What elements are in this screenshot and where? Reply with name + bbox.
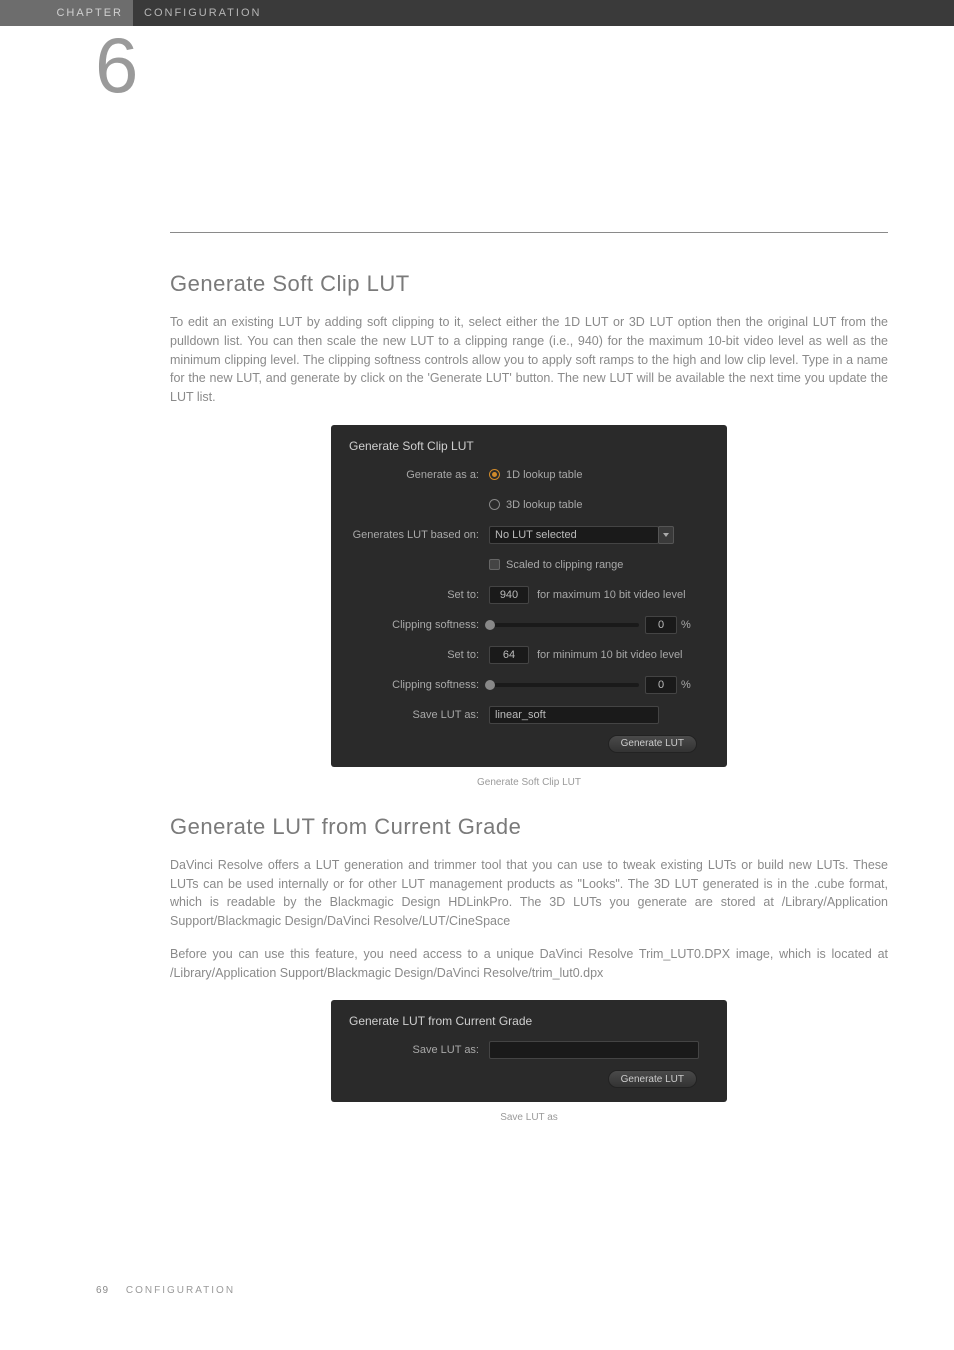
row-generate-as: Generate as a: 1D lookup table [349,465,709,485]
based-on-dropdown[interactable]: No LUT selected [489,526,659,544]
label-setto-min: Set to: [349,649,489,661]
max-suffix: for maximum 10 bit video level [537,589,686,601]
page-number: 69 [96,1285,109,1296]
row-scaled: Scaled to clipping range [349,555,709,575]
min-suffix: for minimum 10 bit video level [537,649,683,661]
softclip-caption: Generate Soft Clip LUT [170,777,888,788]
pct-suffix-2: % [681,679,691,691]
scaled-checkbox[interactable] [489,559,500,570]
section1-body: To edit an existing LUT by adding soft c… [170,313,888,407]
chevron-down-icon[interactable] [658,526,674,544]
label-setto-max: Set to: [349,589,489,601]
section2-body1: DaVinci Resolve offers a LUT generation … [170,856,888,931]
clipsoft-slider-1[interactable] [489,623,639,627]
section2-title: Generate LUT from Current Grade [170,814,888,840]
slider-thumb-icon-2[interactable] [485,680,495,690]
header-bar: CHAPTER CONFIGURATION [0,0,954,26]
chapter-number: 6 [95,26,138,104]
scaled-label: Scaled to clipping range [506,559,623,571]
saveas-panel-title: Generate LUT from Current Grade [349,1014,709,1028]
clipsoft-value-1[interactable]: 0 [645,616,677,634]
generate-lut-button[interactable]: Generate LUT [608,735,697,753]
label-saveas: Save LUT as: [349,1044,489,1056]
label-clipsoft-1: Clipping softness: [349,619,489,631]
softclip-panel: Generate Soft Clip LUT Generate as a: 1D… [331,425,727,767]
clipsoft-value-2[interactable]: 0 [645,676,677,694]
section2-body2: Before you can use this feature, you nee… [170,945,888,983]
page-footer: 69 CONFIGURATION [96,1285,235,1296]
label-based-on: Generates LUT based on: [349,529,489,541]
section1-title: Generate Soft Clip LUT [170,271,888,297]
label-clipsoft-2: Clipping softness: [349,679,489,691]
row-setto-max: Set to: 940 for maximum 10 bit video lev… [349,585,709,605]
row-generate-btn: Generate LUT [349,735,709,753]
label-generate-as: Generate as a: [349,469,489,481]
pct-suffix-1: % [681,619,691,631]
savelut-input[interactable]: linear_soft [489,706,659,724]
saveas-caption: Save LUT as [170,1112,888,1123]
saveas-panel: Generate LUT from Current Grade Save LUT… [331,1000,727,1102]
row-setto-min: Set to: 64 for minimum 10 bit video leve… [349,645,709,665]
row-based-on: Generates LUT based on: No LUT selected [349,525,709,545]
row-savelut: Save LUT as: linear_soft [349,705,709,725]
row-clipsoft-1: Clipping softness: 0 % [349,615,709,635]
row-saveas: Save LUT as: [349,1040,709,1060]
radio-3d-label[interactable]: 3D lookup table [506,499,582,511]
slider-thumb-icon[interactable] [485,620,495,630]
clipsoft-slider-2[interactable] [489,683,639,687]
softclip-panel-title: Generate Soft Clip LUT [349,439,709,453]
max-value-input[interactable]: 940 [489,586,529,604]
min-value-input[interactable]: 64 [489,646,529,664]
row-saveas-btn: Generate LUT [349,1070,709,1088]
page-content: Generate Soft Clip LUT To edit an existi… [170,232,888,1149]
divider [170,232,888,233]
radio-3d-icon[interactable] [489,499,500,510]
header-section-label: CONFIGURATION [144,0,261,26]
radio-1d-icon[interactable] [489,469,500,480]
row-clipsoft-2: Clipping softness: 0 % [349,675,709,695]
radio-1d-label[interactable]: 1D lookup table [506,469,582,481]
saveas-input[interactable] [489,1041,699,1059]
saveas-generate-button[interactable]: Generate LUT [608,1070,697,1088]
footer-section: CONFIGURATION [126,1285,235,1296]
label-savelut: Save LUT as: [349,709,489,721]
row-generate-as-3d: 3D lookup table [349,495,709,515]
